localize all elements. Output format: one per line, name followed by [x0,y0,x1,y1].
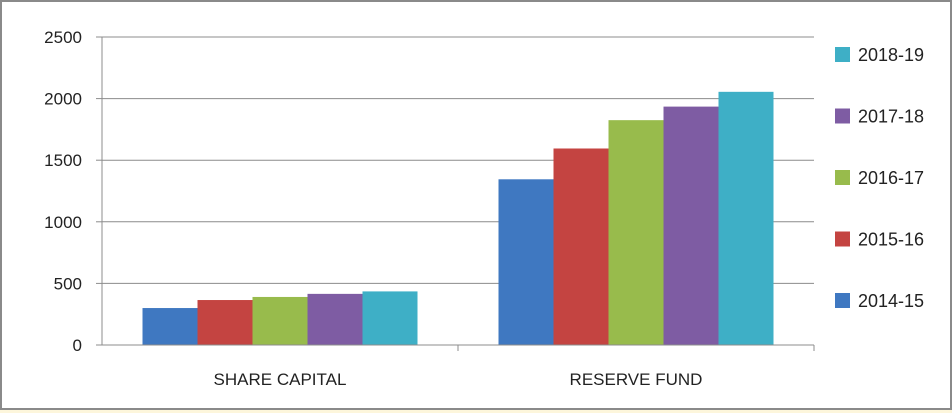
legend-label: 2016-17 [858,168,924,188]
bar [718,91,774,345]
legend-swatch [835,170,850,185]
y-tick-label: 1500 [44,151,82,170]
x-tick-label: RESERVE FUND [570,370,703,389]
y-tick-label: 500 [54,274,82,293]
legend-swatch [835,47,850,62]
y-tick-labels: 0 500 1000 1500 2000 2500 [44,28,82,355]
bar [608,120,664,345]
x-tick-label: SHARE CAPITAL [214,370,347,389]
legend-label: 2015-16 [858,230,924,250]
legend-label: 2018-19 [858,45,924,65]
bar [362,291,418,345]
legend-swatch [835,108,850,124]
y-tick-label: 2500 [44,28,82,47]
legend-label: 2014-15 [858,291,924,311]
bars [142,91,774,345]
y-tick-label: 2000 [44,90,82,109]
bar [142,308,198,345]
bar-chart: 0 500 1000 1500 2000 2500 SHARE CAPITAL RESERV… [44,28,924,389]
bar [663,106,719,345]
bar [252,296,308,345]
legend-swatch [835,231,850,247]
legend-label: 2017-18 [858,107,924,127]
y-tick-label: 0 [73,336,82,355]
bar [553,148,609,345]
x-tick-labels: SHARE CAPITAL RESERVE FUND [214,370,703,389]
bar [498,179,554,345]
bar [307,293,363,345]
bar [197,300,253,345]
axes [96,36,815,351]
y-tick-label: 1000 [44,213,82,232]
legend: 2018-19 2017-18 2016-17 2015-16 2014-15 [835,45,924,311]
legend-swatch [835,293,850,308]
